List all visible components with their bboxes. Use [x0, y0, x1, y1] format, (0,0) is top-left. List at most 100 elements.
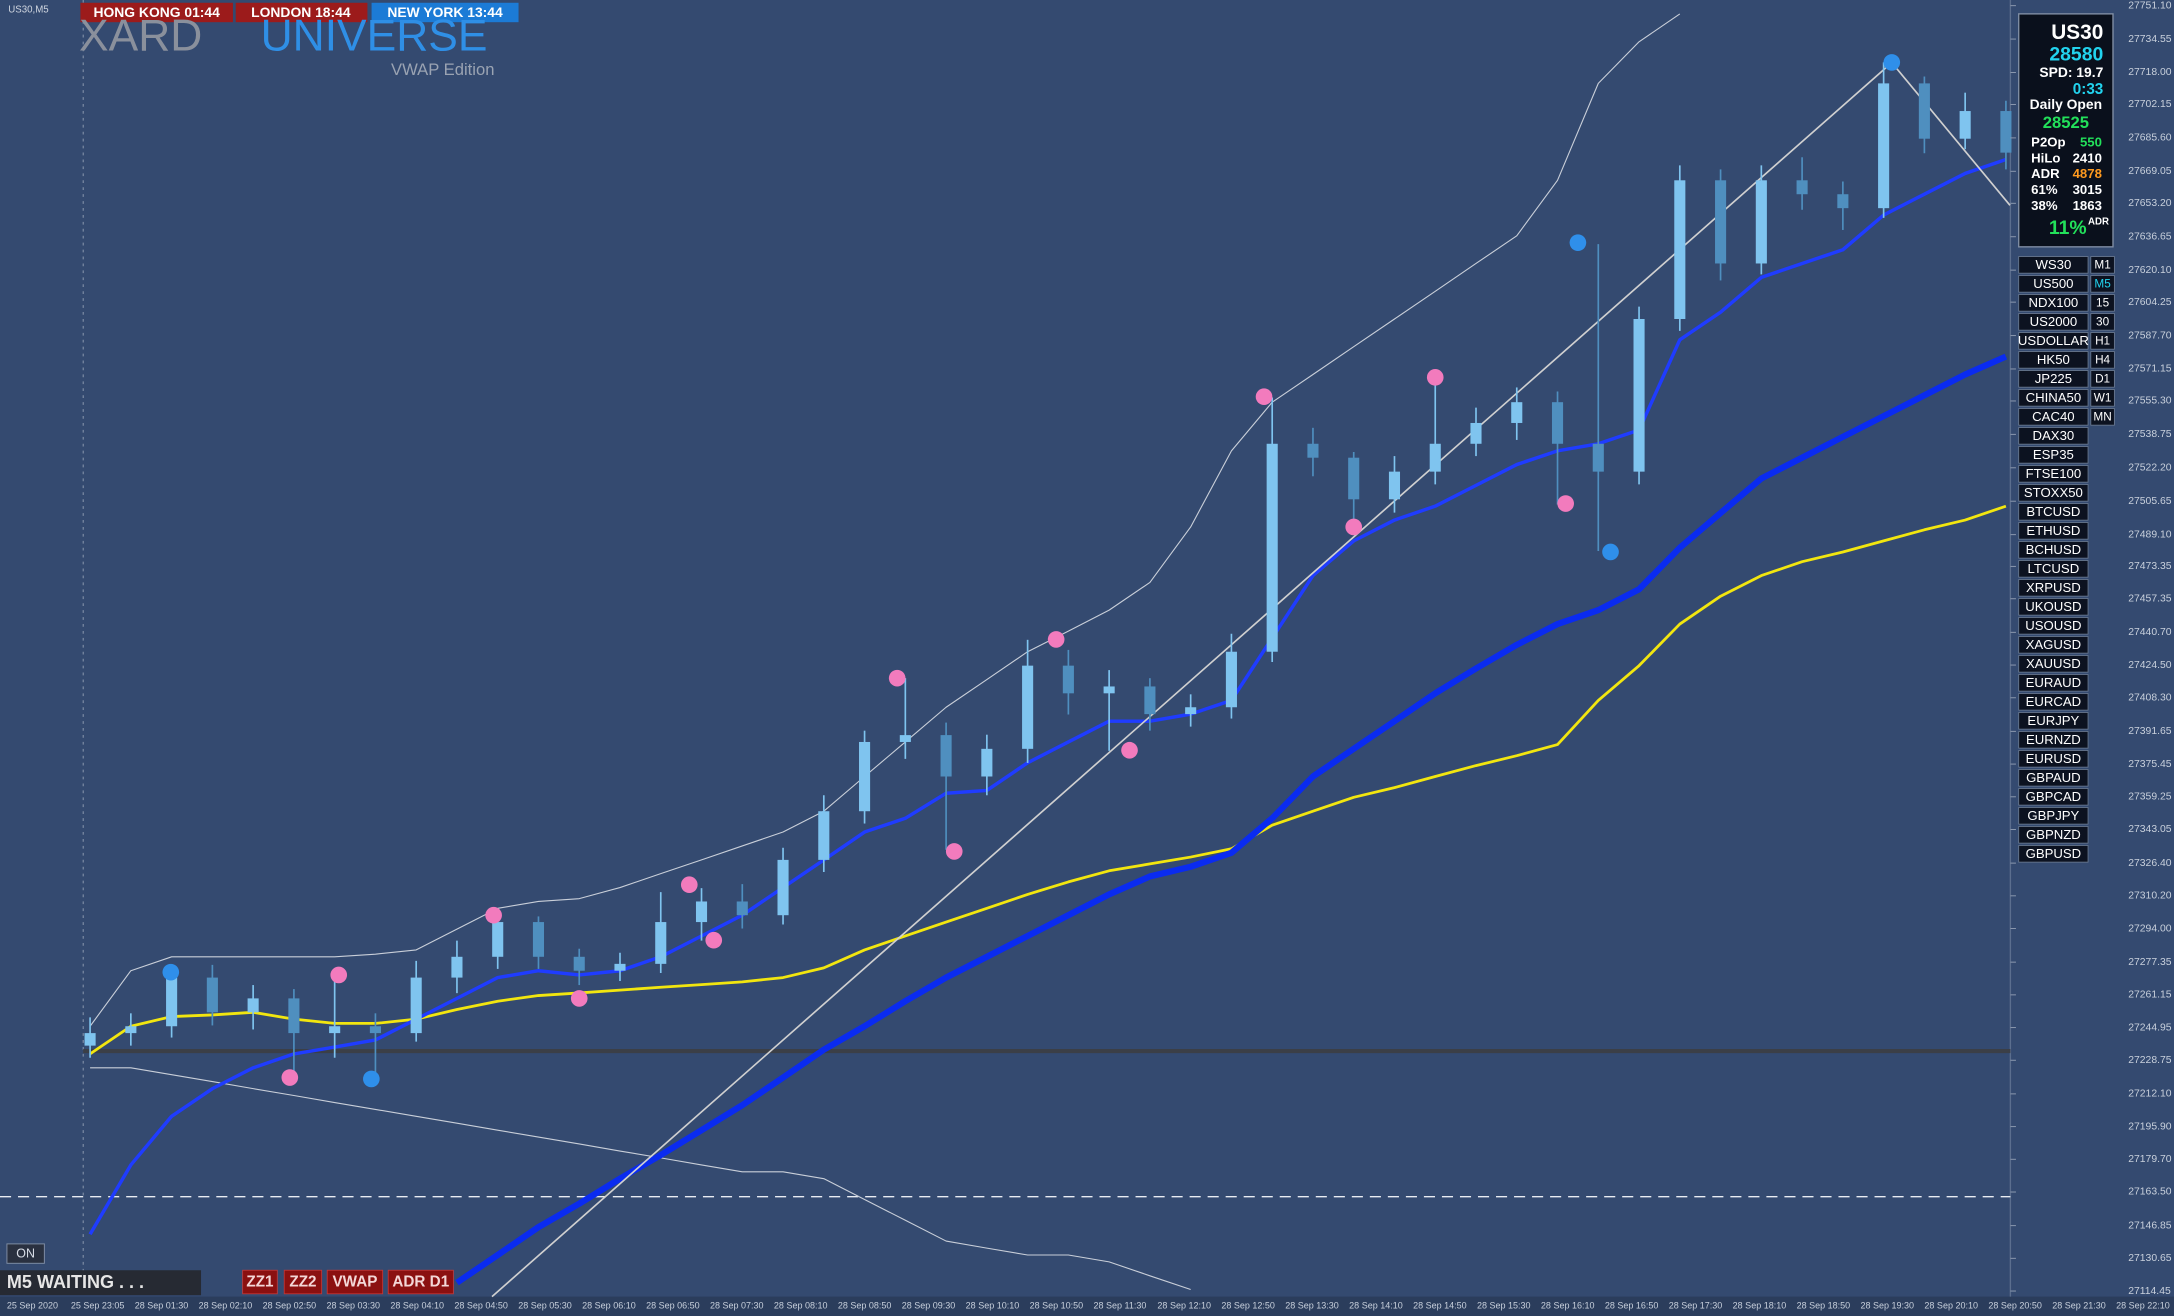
symbol-button[interactable]: [2018, 389, 2089, 407]
x-tick-label: 28 Sep 11:30: [1094, 1301, 1147, 1311]
symbol-button[interactable]: [2018, 750, 2089, 768]
lower-band: [90, 1067, 1191, 1291]
panel-row-label: 61%: [2031, 182, 2058, 197]
symbol-button[interactable]: [2018, 560, 2089, 578]
timeframe-button[interactable]: [2090, 294, 2115, 312]
symbol-label: US2000: [2030, 314, 2078, 329]
peak-marker: [330, 966, 348, 984]
symbol-button[interactable]: [2018, 465, 2089, 483]
x-tick-label: 28 Sep 15:30: [1477, 1301, 1531, 1311]
symbol-button[interactable]: [2018, 674, 2089, 692]
x-tick-label: 28 Sep 10:10: [966, 1301, 1020, 1311]
symbol-button[interactable]: [2018, 484, 2089, 502]
panel-row-value: 2410: [2073, 150, 2102, 165]
x-tick-label: 25 Sep 23:05: [71, 1301, 125, 1311]
symbol-button[interactable]: [2018, 845, 2089, 863]
peak-marker: [570, 990, 588, 1007]
candle-body: [859, 741, 871, 812]
symbol-button[interactable]: [2018, 351, 2089, 369]
symbol-button[interactable]: [2018, 826, 2089, 844]
symbol-button[interactable]: [2018, 427, 2089, 445]
symbol-button[interactable]: [2018, 256, 2089, 274]
panel-row-label: ADR: [2031, 166, 2060, 181]
symbol-button[interactable]: [2018, 769, 2089, 787]
candle-body: [1348, 457, 1360, 500]
symbol-button[interactable]: [2018, 579, 2089, 597]
x-tick-label: 28 Sep 22:10: [2116, 1301, 2170, 1311]
status-text: M5 WAITING . . .: [7, 1272, 144, 1292]
candle-body: [614, 963, 626, 971]
x-tick-label: 28 Sep 16:50: [1605, 1301, 1659, 1311]
y-tick-label: 27391.65: [2128, 726, 2171, 737]
symbol-button[interactable]: [2018, 731, 2089, 749]
candle-body: [736, 901, 748, 916]
panel-open: 28525: [2043, 113, 2089, 132]
symbol-button[interactable]: [2018, 522, 2089, 540]
symbol-button[interactable]: [2018, 807, 2089, 825]
symbol-button[interactable]: [2018, 408, 2089, 426]
symbol-button[interactable]: [2018, 446, 2089, 464]
symbol-label: EURJPY: [2027, 713, 2079, 728]
trough-marker: [1569, 234, 1587, 252]
candle-body: [1918, 83, 1930, 139]
indicator-button[interactable]: [283, 1269, 323, 1295]
timeframe-button[interactable]: [2090, 256, 2115, 274]
symbol-button[interactable]: [2018, 503, 2089, 521]
symbol-button[interactable]: [2018, 617, 2089, 635]
info-panel: [2018, 13, 2114, 248]
symbol-button[interactable]: [2018, 275, 2089, 293]
candle-body: [899, 735, 911, 742]
timeframe-button[interactable]: [2090, 370, 2115, 388]
indicator-button-label: ZZ1: [246, 1274, 274, 1291]
symbol-button[interactable]: [2018, 294, 2089, 312]
timeframe-button[interactable]: [2090, 408, 2115, 426]
panel-row-value: 4878: [2073, 166, 2102, 181]
panel-adr-suffix: ADR: [2088, 216, 2109, 227]
y-tick-label: 27522.20: [2128, 463, 2171, 474]
symbol-button[interactable]: [2018, 370, 2089, 388]
timeframe-button[interactable]: [2090, 351, 2115, 369]
peak-marker: [281, 1069, 299, 1086]
timeframe-button[interactable]: [2090, 332, 2115, 350]
y-tick-label: 27473.35: [2128, 561, 2171, 572]
symbol-button[interactable]: [2018, 712, 2089, 730]
symbol-button[interactable]: [2018, 655, 2089, 673]
x-tick-label: 28 Sep 05:30: [518, 1301, 572, 1311]
peak-marker: [1426, 369, 1444, 386]
y-tick-label: 27326.40: [2128, 858, 2171, 869]
timeframe-button[interactable]: [2090, 313, 2115, 331]
candle-body: [369, 1026, 381, 1034]
symbol-button[interactable]: [2018, 332, 2089, 350]
timeframe-button[interactable]: [2090, 389, 2115, 407]
x-tick-label: 28 Sep 20:10: [1924, 1301, 1978, 1311]
symbol-button[interactable]: [2018, 693, 2089, 711]
candle-body: [1266, 443, 1278, 652]
indicator-button[interactable]: [242, 1269, 278, 1295]
indicator-button[interactable]: [326, 1269, 384, 1295]
y-tick-label: 27261.15: [2128, 990, 2171, 1001]
symbol-label: USOUSD: [2025, 618, 2081, 633]
y-tick-label: 27685.60: [2128, 133, 2171, 144]
symbol-button[interactable]: [2018, 313, 2089, 331]
panel-adr-pct: 11%: [2049, 217, 2087, 239]
x-tick-label: 28 Sep 09:30: [902, 1301, 956, 1311]
candle-body: [329, 1026, 341, 1034]
indicator-button[interactable]: [387, 1269, 454, 1295]
symbol-button[interactable]: [2018, 598, 2089, 616]
symbol-label: GBPNZD: [2026, 827, 2081, 842]
panel-row-label: P2Op: [2031, 134, 2065, 149]
timeframe-label: W1: [2094, 392, 2112, 405]
panel-row-value: 3015: [2073, 182, 2102, 197]
symbol-button[interactable]: [2018, 541, 2089, 559]
clock: NEW YORK 13:44: [387, 4, 503, 20]
timeframe-button[interactable]: [2090, 275, 2115, 293]
y-tick-label: 27212.10: [2128, 1089, 2171, 1100]
symbol-button[interactable]: [2018, 788, 2089, 806]
symbol-button[interactable]: [2018, 636, 2089, 654]
toggle[interactable]: [6, 1243, 45, 1264]
timeframe-label: M5: [2094, 278, 2111, 291]
candle-body: [1878, 83, 1890, 209]
y-tick-label: 27277.35: [2128, 957, 2171, 968]
